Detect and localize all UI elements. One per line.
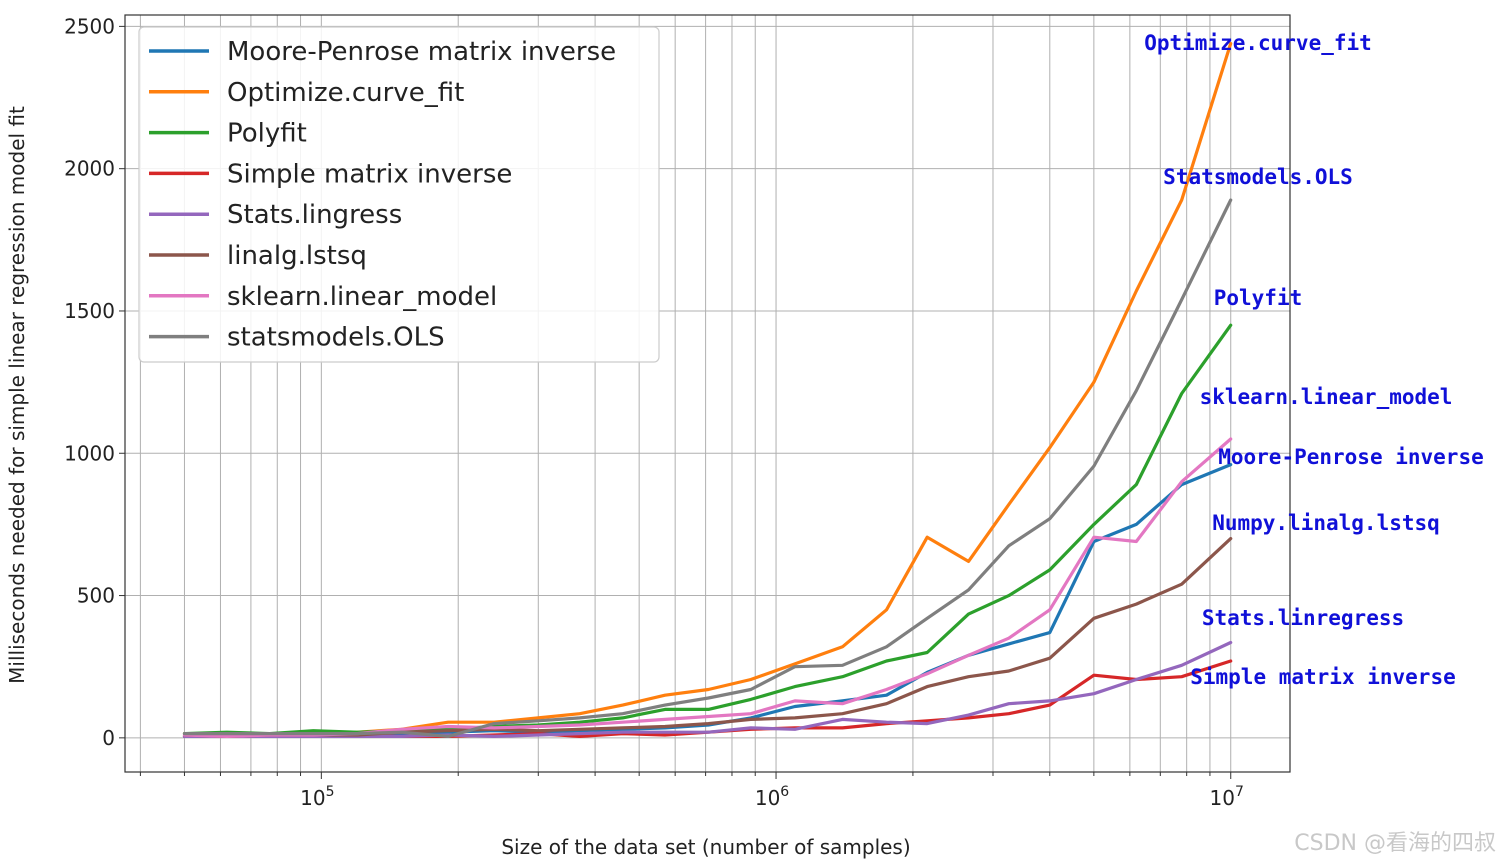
annotations: Optimize.curve_fit Statsmodels.OLS Polyfit… — [1144, 31, 1484, 689]
legend-entry-label: linalg.lstsq — [227, 241, 367, 271]
y-tick-label: 1000 — [64, 441, 115, 465]
y-axis-label: Milliseconds needed for simple linear re… — [5, 106, 29, 684]
axis-ticks: 0 500 1000 1500 2000 2500 105 106 107 — [64, 14, 1244, 810]
legend-entry-label: Stats.lingress — [227, 200, 402, 230]
x-tick-label: 106 — [755, 784, 789, 810]
watermark-text: CSDN @看海的四叔 — [1294, 831, 1496, 856]
series-line-sklearn-linear-model — [182, 437, 1233, 739]
legend-entry-label: Polyfit — [227, 119, 307, 149]
legend-box — [138, 26, 660, 363]
annotation-label: Optimize.curve_fit — [1144, 31, 1372, 55]
y-tick-label: 1500 — [64, 299, 115, 323]
y-tick-label: 2000 — [64, 157, 115, 181]
legend-entry-label: statsmodels.OLS — [227, 323, 445, 353]
y-tick-label: 0 — [102, 726, 115, 750]
series-lines — [182, 41, 1233, 739]
x-axis-label: Size of the data set (number of samples) — [501, 835, 910, 859]
legend-entry-label: Optimize.curve_fit — [227, 78, 464, 108]
annotation-label: Stats.linregress — [1202, 606, 1404, 630]
annotation-label: Numpy.linalg.lstsq — [1212, 511, 1440, 535]
legend-entry-label: Simple matrix inverse — [227, 159, 512, 189]
series-line-statsmodels-ols — [182, 198, 1233, 739]
legend-entry-label: sklearn.linear_model — [227, 282, 497, 312]
annotation-label: Statsmodels.OLS — [1163, 165, 1353, 189]
plot-frame — [124, 14, 1291, 773]
annotation-label: Moore-Penrose inverse — [1218, 445, 1484, 469]
annotation-label: sklearn.linear_model — [1200, 385, 1453, 409]
annotation-label: Simple matrix inverse — [1190, 665, 1456, 689]
legend-entry-label: Moore-Penrose matrix inverse — [227, 37, 616, 67]
y-tick-label: 500 — [77, 584, 115, 608]
y-tick-label: 2500 — [64, 14, 115, 38]
x-tick-label: 107 — [1210, 784, 1244, 810]
x-tick-label: 105 — [300, 784, 334, 810]
annotation-label: Polyfit — [1214, 286, 1303, 310]
legend: Moore-Penrose matrix inverse Optimize.cur… — [138, 26, 660, 363]
series-line-polyfit — [182, 323, 1233, 736]
